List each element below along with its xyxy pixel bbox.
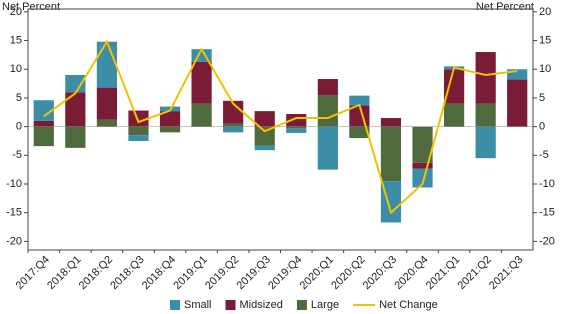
y2-tick-label: 10 — [539, 63, 551, 75]
bar-segment — [317, 79, 338, 96]
x-tick-label: 2021:Q1 — [424, 254, 462, 292]
bar-segment — [159, 111, 181, 127]
x-tick-label: 2020:Q2 — [329, 254, 367, 292]
bar-segment — [33, 126, 54, 147]
y2-tick-label: -10 — [539, 178, 555, 190]
y2-tick-label: -15 — [539, 207, 555, 219]
y2-tick-label: 15 — [539, 34, 551, 46]
bar-segment — [254, 126, 275, 146]
bar-segment — [475, 126, 496, 159]
bar-segment — [96, 87, 118, 120]
bar-segment — [412, 162, 433, 169]
bar-segment — [65, 74, 86, 93]
x-tick-label: 2019:Q1 — [171, 254, 209, 292]
bar-segment — [33, 100, 54, 121]
x-tick-label: 2019:Q2 — [203, 254, 241, 292]
bar-segment — [507, 69, 528, 80]
legend-label: Small — [184, 299, 212, 311]
x-tick-label: 2017:Q4 — [14, 254, 52, 292]
bar-segment — [96, 119, 118, 127]
y2-tick-label: 0 — [539, 121, 545, 133]
y2-axis-label: Net Percent — [476, 1, 534, 13]
x-tick-label: 2018:Q3 — [108, 254, 146, 292]
bar-segment — [412, 126, 433, 163]
bar-segment — [317, 95, 338, 127]
y2-tick-label: 5 — [539, 92, 545, 104]
bar-segment — [128, 135, 149, 141]
bar-segment — [65, 92, 86, 127]
y-tick-label: 20 — [10, 6, 22, 18]
x-tick-label: 2020:Q3 — [361, 254, 399, 292]
bar-segment — [507, 79, 528, 127]
bar-segment — [223, 126, 244, 133]
bar-segment — [191, 61, 212, 104]
bar-segment — [191, 103, 212, 127]
bar-segment — [254, 111, 275, 127]
y-tick-label: -5 — [12, 149, 22, 161]
bar-segment — [65, 126, 86, 148]
x-tick-label: 2018:Q1 — [45, 254, 83, 292]
x-tick-label: 2020:Q1 — [298, 254, 336, 292]
legend-label: Net Change — [379, 299, 438, 311]
y2-tick-label: -5 — [539, 149, 549, 161]
x-tick-label: 2020:Q4 — [392, 254, 430, 292]
bar-segment — [349, 126, 370, 139]
y2-tick-label: 20 — [539, 6, 551, 18]
bar-segment — [128, 110, 149, 127]
x-tick-label: 2018:Q2 — [77, 254, 115, 292]
bar-segment — [380, 126, 402, 182]
y-tick-label: -10 — [6, 178, 22, 190]
bar-segment — [475, 52, 496, 104]
y-tick-label: 15 — [10, 34, 22, 46]
bar-segment — [412, 168, 433, 188]
bar-segment — [380, 181, 402, 223]
x-tick-label: 2019:Q4 — [266, 254, 304, 292]
net-change-line — [43, 39, 518, 215]
bar-segment — [443, 103, 465, 127]
bar-segment — [223, 100, 244, 124]
x-tick-label: 2019:Q3 — [235, 254, 273, 292]
y-tick-label: 5 — [16, 92, 22, 104]
legend-swatch — [296, 300, 307, 310]
bar-segment — [128, 126, 149, 136]
bar-segment — [223, 123, 244, 127]
x-tick-label: 2021:Q2 — [456, 254, 494, 292]
y-tick-label: -15 — [6, 207, 22, 219]
bar-segment — [254, 145, 275, 151]
bar-segment — [380, 118, 402, 127]
legend-label: Midsized — [240, 299, 283, 311]
y-tick-label: 10 — [10, 63, 22, 75]
x-tick-label: 2021:Q3 — [487, 254, 525, 292]
bar-segment — [349, 95, 370, 106]
bar-segment — [443, 69, 465, 104]
bar-segment — [33, 120, 54, 127]
y-axis-label: Net Percent — [2, 1, 60, 13]
legend-swatch — [225, 300, 236, 310]
legend-label: Large — [311, 299, 339, 311]
y-tick-label: -20 — [6, 235, 22, 247]
y2-tick-label: -20 — [539, 235, 555, 247]
bar-segment — [475, 103, 496, 127]
x-tick-label: 2018:Q4 — [140, 254, 178, 292]
bar-segment — [159, 126, 181, 133]
bar-segment — [317, 126, 338, 170]
bar-segment — [96, 41, 118, 88]
bar-segment — [286, 128, 307, 133]
y-tick-label: 0 — [16, 121, 22, 133]
legend-swatch — [170, 300, 180, 310]
bar-segment — [286, 126, 307, 129]
